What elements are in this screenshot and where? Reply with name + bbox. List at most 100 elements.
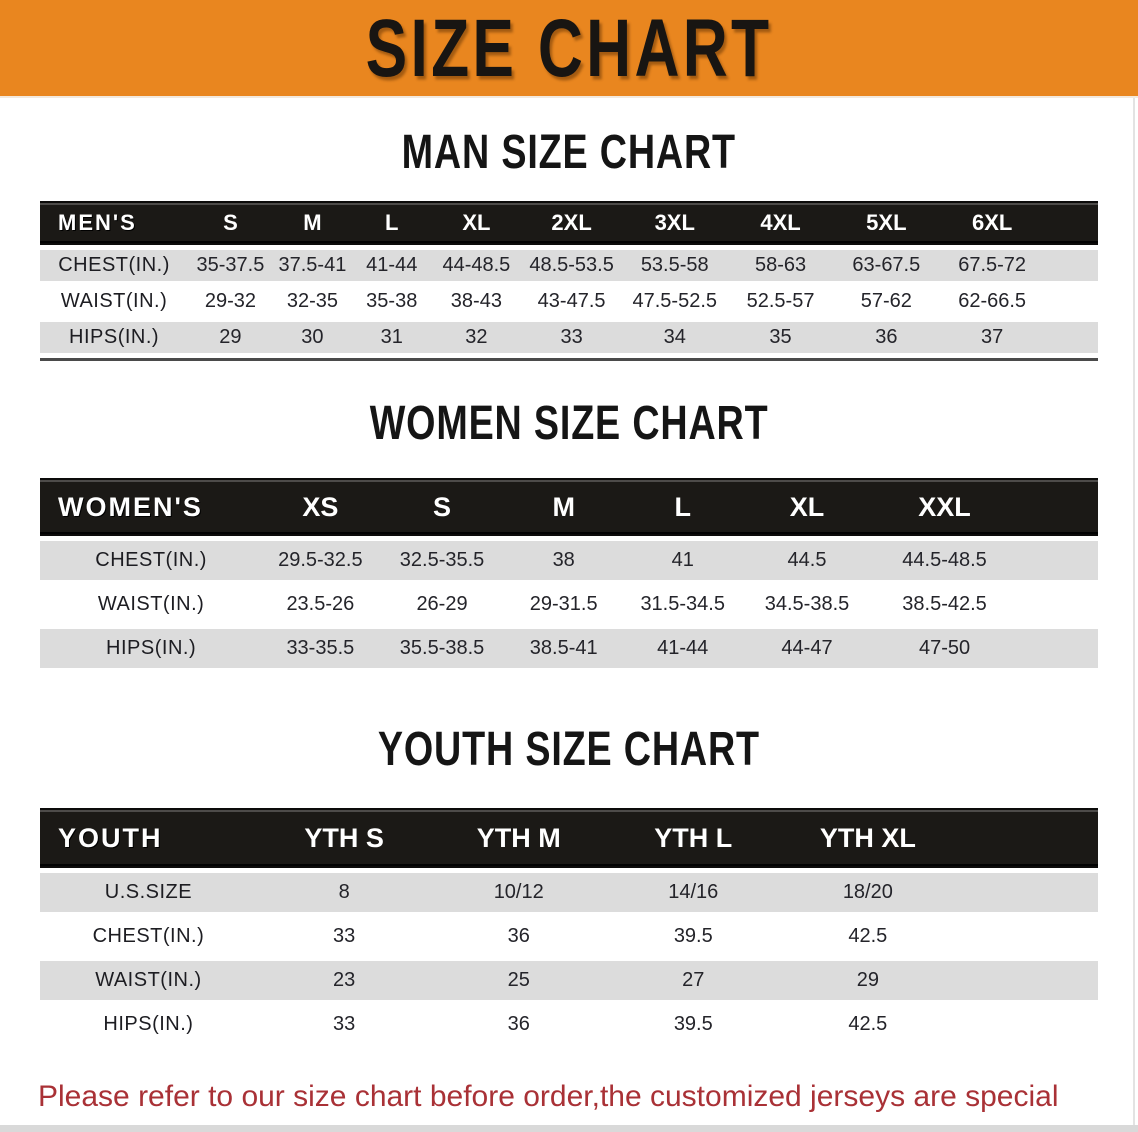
table-cell: 37 <box>939 322 1046 353</box>
youth-chest-row: CHEST(IN.) 33 36 39.5 42.5 <box>40 917 1098 956</box>
women-header-filler <box>1018 478 1098 536</box>
men-size-header: XL <box>431 201 522 245</box>
table-cell: 44.5-48.5 <box>870 541 1019 580</box>
women-size-header: XS <box>262 478 379 536</box>
youth-size-header: YTH M <box>431 808 606 868</box>
right-edge-strip <box>1133 98 1135 1125</box>
women-table-label: WOMEN'S <box>40 478 263 536</box>
table-cell: 38.5-42.5 <box>870 585 1019 624</box>
table-cell: 23 <box>256 961 432 1000</box>
table-cell-filler <box>1045 322 1098 353</box>
men-size-table: MEN'S S M L XL 2XL 3XL 4XL 5XL 6XL CHEST… <box>40 196 1098 361</box>
row-label: CHEST(IN.) <box>40 250 189 281</box>
table-cell: 38.5-41 <box>505 629 622 668</box>
table-cell: 31 <box>352 322 432 353</box>
table-cell: 37.5-41 <box>272 250 353 281</box>
table-cell: 23.5-26 <box>262 585 379 624</box>
women-size-header: XXL <box>870 478 1019 536</box>
table-cell: 30 <box>272 322 353 353</box>
women-section-heading-text: WOMEN SIZE CHART <box>369 394 769 450</box>
men-chest-row: CHEST(IN.) 35-37.5 37.5-41 41-44 44-48.5… <box>40 250 1098 281</box>
row-label: WAIST(IN.) <box>40 961 257 1000</box>
bottom-edge-strip <box>0 1125 1138 1132</box>
table-cell: 58-63 <box>727 250 834 281</box>
youth-header-filler <box>955 808 1098 868</box>
youth-size-table: YOUTH YTH S YTH M YTH L YTH XL U.S.SIZE … <box>40 803 1098 1049</box>
table-cell: 29.5-32.5 <box>262 541 379 580</box>
man-section-heading: MAN SIZE CHART <box>0 124 1138 179</box>
table-cell: 39.5 <box>606 1005 781 1044</box>
table-cell: 53.5-58 <box>621 250 728 281</box>
men-hips-row: HIPS(IN.) 29 30 31 32 33 34 35 36 37 <box>40 322 1098 353</box>
table-cell: 35 <box>727 322 834 353</box>
table-cell: 44.5 <box>743 541 871 580</box>
youth-size-header: YTH XL <box>780 808 956 868</box>
man-section-heading-text: MAN SIZE CHART <box>401 123 737 179</box>
table-cell: 57-62 <box>833 286 940 317</box>
row-label: CHEST(IN.) <box>40 917 257 956</box>
table-cell: 32-35 <box>272 286 353 317</box>
table-cell: 36 <box>431 1005 606 1044</box>
men-size-header: 3XL <box>621 201 728 245</box>
table-cell: 29 <box>188 322 273 353</box>
table-cell: 41 <box>621 541 744 580</box>
table-cell-filler <box>955 873 1098 912</box>
table-cell-filler <box>1045 250 1098 281</box>
table-cell-filler <box>955 961 1098 1000</box>
men-size-header: 2XL <box>521 201 622 245</box>
table-cell: 33 <box>256 1005 432 1044</box>
table-cell: 14/16 <box>606 873 781 912</box>
table-cell: 10/12 <box>431 873 606 912</box>
men-header-row: MEN'S S M L XL 2XL 3XL 4XL 5XL 6XL <box>40 201 1098 245</box>
men-size-header: M <box>272 201 353 245</box>
women-size-table: WOMEN'S XS S M L XL XXL CHEST(IN.) 29.5-… <box>40 473 1098 673</box>
row-label: WAIST(IN.) <box>40 585 263 624</box>
women-chest-row: CHEST(IN.) 29.5-32.5 32.5-35.5 38 41 44.… <box>40 541 1098 580</box>
table-cell: 38-43 <box>431 286 522 317</box>
men-size-header: S <box>188 201 273 245</box>
men-waist-row: WAIST(IN.) 29-32 32-35 35-38 38-43 43-47… <box>40 286 1098 317</box>
table-cell: 34 <box>621 322 728 353</box>
table-cell: 33 <box>256 917 432 956</box>
size-chart-banner: SIZE CHART <box>0 0 1138 98</box>
table-cell: 29-31.5 <box>505 585 622 624</box>
table-cell: 36 <box>431 917 606 956</box>
table-cell: 34.5-38.5 <box>743 585 871 624</box>
women-waist-row: WAIST(IN.) 23.5-26 26-29 29-31.5 31.5-34… <box>40 585 1098 624</box>
page-title: SIZE CHART <box>365 2 773 94</box>
row-label: HIPS(IN.) <box>40 629 263 668</box>
women-size-header: L <box>621 478 744 536</box>
men-table-label: MEN'S <box>40 201 189 245</box>
youth-size-header: YTH L <box>606 808 781 868</box>
youth-hips-row: HIPS(IN.) 33 36 39.5 42.5 <box>40 1005 1098 1044</box>
women-section-heading: WOMEN SIZE CHART <box>0 395 1138 450</box>
table-cell: 25 <box>431 961 606 1000</box>
table-cell-filler <box>955 917 1098 956</box>
women-size-header: XL <box>743 478 871 536</box>
table-cell: 41-44 <box>621 629 744 668</box>
youth-table-label: YOUTH <box>40 808 257 868</box>
women-size-header: S <box>378 478 506 536</box>
youth-ussize-row: U.S.SIZE 8 10/12 14/16 18/20 <box>40 873 1098 912</box>
table-cell: 36 <box>833 322 940 353</box>
youth-header-row: YOUTH YTH S YTH M YTH L YTH XL <box>40 808 1098 868</box>
table-cell: 31.5-34.5 <box>621 585 744 624</box>
table-cell-filler <box>1018 585 1098 624</box>
men-size-header: 5XL <box>833 201 940 245</box>
table-cell-filler <box>1045 286 1098 317</box>
men-header-filler <box>1045 201 1098 245</box>
table-cell: 32.5-35.5 <box>378 541 506 580</box>
youth-section-heading-text: YOUTH SIZE CHART <box>378 720 760 776</box>
row-label: WAIST(IN.) <box>40 286 189 317</box>
table-cell: 41-44 <box>352 250 432 281</box>
table-cell: 63-67.5 <box>833 250 940 281</box>
row-label: CHEST(IN.) <box>40 541 263 580</box>
table-cell: 18/20 <box>780 873 956 912</box>
women-header-row: WOMEN'S XS S M L XL XXL <box>40 478 1098 536</box>
table-cell: 33-35.5 <box>262 629 379 668</box>
table-cell: 47-50 <box>870 629 1019 668</box>
table-cell: 27 <box>606 961 781 1000</box>
row-label: U.S.SIZE <box>40 873 257 912</box>
youth-section-heading: YOUTH SIZE CHART <box>0 720 1138 776</box>
table-cell: 38 <box>505 541 622 580</box>
